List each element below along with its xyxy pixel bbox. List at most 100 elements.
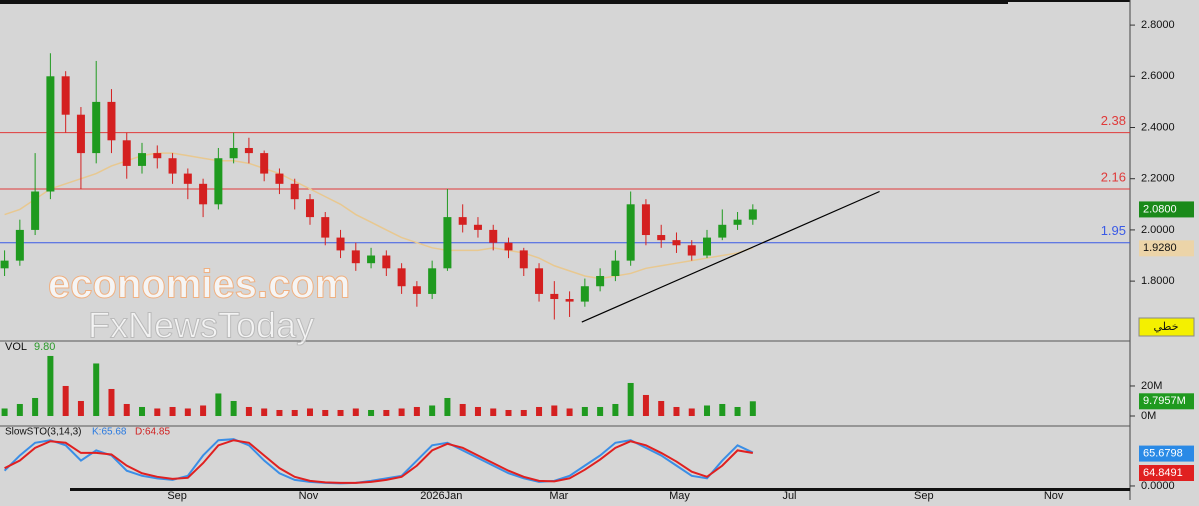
candle-body (611, 260, 620, 276)
candle-body (336, 237, 345, 251)
volume-bar (93, 363, 100, 416)
candle-body (382, 255, 391, 269)
level-label: 2.16 (1101, 169, 1126, 184)
top-strip (0, 0, 1008, 4)
candle-body (321, 217, 330, 238)
stoch-k-label: K:65.68 (92, 427, 127, 438)
candle-body (229, 147, 238, 159)
volume-bar (597, 406, 604, 416)
candle-body (504, 242, 513, 251)
price-label: 1.9280 (1143, 242, 1177, 254)
volume-bar (566, 408, 573, 416)
stoch-d (4, 439, 753, 484)
candle-body (138, 153, 147, 166)
volume-bar (429, 405, 436, 416)
volume-bar (352, 408, 359, 416)
x-tick-label: Sep (167, 490, 187, 502)
volume-bar (688, 408, 695, 416)
volume-bar (77, 400, 84, 416)
x-tick-label: Jul (782, 490, 796, 502)
candle-body (244, 147, 253, 154)
volume-bar (413, 406, 420, 416)
candle-body (519, 250, 528, 269)
candle-body (657, 235, 666, 241)
candle-body (275, 173, 284, 184)
volume-bar (230, 400, 237, 416)
candle-body (305, 199, 314, 218)
candle-body (15, 229, 24, 261)
volume-bar (368, 409, 375, 416)
candle-body (214, 158, 223, 205)
volume-last: 9.80 (34, 341, 55, 353)
top-strip (1008, 0, 1130, 2)
candle-body (733, 219, 742, 225)
y-tick-label: 0M (1141, 410, 1156, 422)
x-tick-label: Mar (549, 490, 568, 502)
candle-body (61, 76, 70, 115)
stoch-k (3, 438, 754, 485)
volume-bar (474, 406, 481, 416)
candle-body (748, 209, 757, 220)
candle-body (596, 275, 605, 287)
y-tick-label: 2.6000 (1141, 70, 1175, 82)
volume-bar (1, 408, 8, 416)
candle-body (428, 268, 437, 294)
volume-bar (719, 403, 726, 416)
volume-bar (261, 408, 268, 416)
style-button[interactable] (1138, 317, 1195, 337)
volume-bar (505, 409, 512, 416)
x-axis-bar (70, 488, 1130, 491)
candle-body (641, 204, 650, 236)
volume-bar (627, 382, 634, 416)
y-tick-label: 20M (1141, 380, 1162, 392)
candle-body (397, 268, 406, 287)
volume-bar (490, 408, 497, 416)
candle-body (92, 101, 101, 154)
volume-label: 9.7957M (1143, 395, 1186, 407)
volume-bar (32, 397, 39, 416)
level-label: 2.38 (1101, 113, 1126, 128)
candle-body (260, 153, 269, 174)
volume-bar (704, 405, 711, 416)
volume-bar (47, 355, 54, 416)
candle-body (76, 114, 85, 154)
volume-bar (459, 403, 466, 416)
candle-body (580, 286, 589, 302)
volume-title: VOL (5, 341, 27, 353)
candle-body (458, 217, 467, 225)
volume-bar (16, 403, 23, 416)
candle-body (443, 217, 452, 269)
candle-body (183, 173, 192, 184)
y-tick-label: 1.8000 (1141, 275, 1175, 287)
style-button-label[interactable]: خطي (1154, 321, 1179, 333)
candle-body (199, 183, 208, 205)
volume-bar (169, 406, 176, 416)
moving-average (4, 152, 754, 280)
volume-bar (383, 409, 390, 416)
stoch-d-value: 64.8491 (1143, 467, 1183, 479)
watermark: economies.com (48, 263, 350, 307)
candle-body (0, 260, 9, 269)
volume-label-box (1139, 393, 1194, 410)
y-tick-label: 2.8000 (1141, 19, 1175, 31)
candle-body (489, 229, 498, 243)
stoch-d-value-box (1139, 465, 1194, 482)
volume-bar (337, 409, 344, 416)
watermark: FxNewsToday (88, 305, 314, 346)
volume-bar (245, 406, 252, 416)
volume-bar (734, 406, 741, 416)
y-tick-label: 2.0000 (1141, 224, 1175, 236)
candle-body (107, 101, 116, 141)
y-tick-label: 0.0000 (1141, 480, 1175, 492)
candle-body (351, 250, 360, 264)
volume-bar (322, 409, 329, 416)
candle-body (367, 255, 376, 264)
volume-bar (108, 388, 115, 416)
volume-bar (581, 406, 588, 416)
volume-bar (673, 406, 680, 416)
price-label-box (1139, 240, 1194, 257)
volume-bar (520, 409, 527, 416)
stoch-k-value: 65.6798 (1143, 447, 1183, 459)
volume-bar (139, 406, 146, 416)
volume-bar (306, 408, 313, 416)
